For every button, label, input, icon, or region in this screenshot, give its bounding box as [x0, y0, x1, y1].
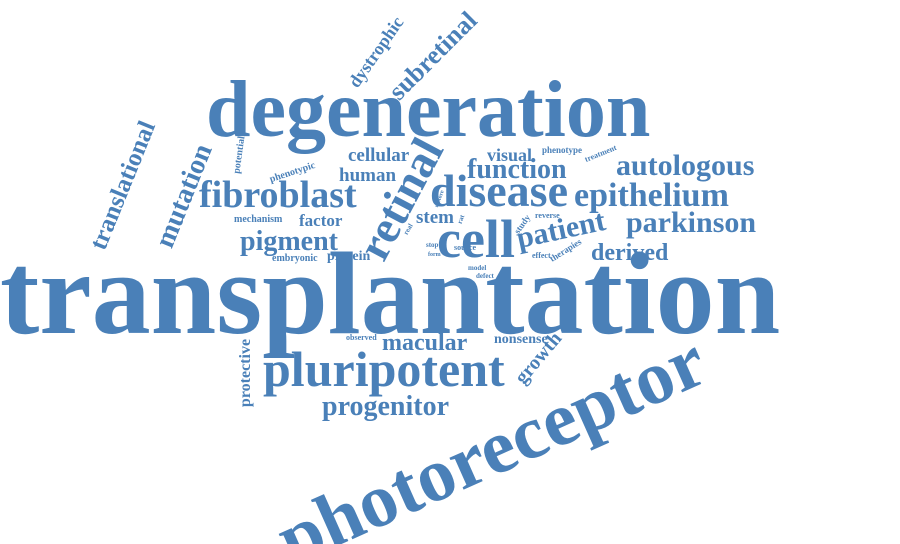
word-progenitor: progenitor [322, 391, 450, 422]
word-reverse: reverse [535, 211, 560, 220]
word-embryonic: embryonic [272, 253, 318, 264]
word-protective: protective [237, 338, 255, 408]
word-pigment: pigment [240, 226, 338, 257]
word-epithelium: epithelium [574, 177, 729, 214]
word-protein: protein [327, 249, 371, 264]
word-pluripotent: pluripotent [263, 341, 505, 397]
word-form: form [428, 252, 441, 258]
word-source: source [454, 243, 477, 252]
word-autologous: autologous [616, 149, 755, 182]
word-nonsense: nonsense [494, 332, 548, 347]
word-transplantation: transplantation [0, 228, 781, 359]
word-visual: visual [487, 145, 533, 165]
word-stop: stop [426, 241, 439, 249]
word-factor: factor [299, 211, 343, 230]
word-human: human [339, 165, 397, 186]
word-disease: disease [430, 165, 568, 216]
word-cell: cell [437, 209, 515, 269]
word-parkinson: parkinson [626, 206, 757, 239]
word-derived: derived [591, 240, 669, 266]
word-defect: defect [476, 272, 494, 280]
word-stem: stem [416, 207, 454, 228]
word-model: model [468, 264, 487, 272]
word-phenotype: phenotype [542, 145, 583, 155]
word-mechanism: mechanism [234, 214, 283, 225]
word-degeneration: degeneration [206, 66, 651, 154]
word-observed: observed [346, 333, 377, 342]
word-macular: macular [382, 330, 468, 356]
word-fibroblast: fibroblast [199, 174, 357, 216]
word-cellular: cellular [348, 145, 410, 166]
word-function: function [467, 154, 567, 185]
word-effect: effect [532, 251, 551, 260]
